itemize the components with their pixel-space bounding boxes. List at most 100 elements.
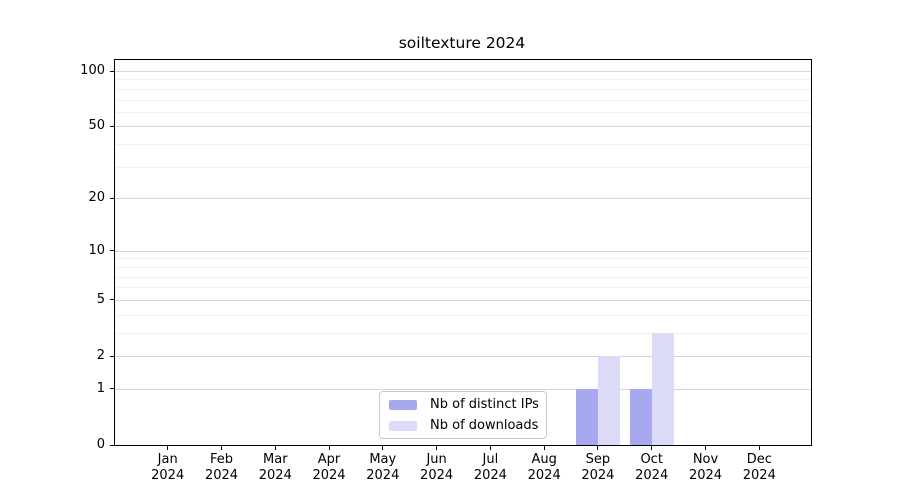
minor-gridline bbox=[115, 276, 811, 278]
y-axis-tick bbox=[110, 250, 115, 252]
y-tick-label: 5 bbox=[96, 291, 105, 307]
y-tick-label: 1 bbox=[96, 380, 105, 396]
minor-gridline bbox=[115, 332, 811, 334]
major-gridline bbox=[115, 71, 811, 72]
x-tick-label-line: 2024 bbox=[204, 467, 239, 483]
x-tick-label: Dec 2024 bbox=[727, 452, 791, 483]
x-tick-label: Apr 2024 bbox=[297, 452, 361, 483]
bar-layer bbox=[115, 60, 811, 445]
x-tick-label-line: Dec bbox=[746, 452, 772, 467]
x-tick-label-line: 2024 bbox=[312, 467, 346, 483]
y-tick-label: 10 bbox=[88, 242, 105, 258]
x-axis-tick bbox=[274, 445, 276, 450]
x-tick-label-line: Feb bbox=[209, 452, 234, 467]
y-axis-tick bbox=[110, 299, 115, 301]
x-tick-label: Oct 2024 bbox=[620, 452, 684, 483]
legend-label-downloads: Nb of downloads bbox=[430, 417, 539, 433]
minor-gridline bbox=[115, 99, 811, 101]
x-axis-tick bbox=[489, 445, 491, 450]
x-tick-label-line: 2024 bbox=[527, 467, 561, 483]
bar-nb-of-distinct-ips-sep-2024 bbox=[575, 388, 598, 445]
major-gridline bbox=[115, 299, 811, 301]
y-tick-label: 20 bbox=[88, 190, 105, 206]
x-axis-tick bbox=[382, 445, 384, 450]
minor-gridline bbox=[115, 314, 811, 316]
x-tick-label: Feb 2024 bbox=[190, 452, 254, 483]
major-gridline bbox=[115, 126, 811, 128]
y-axis-tick bbox=[110, 70, 115, 72]
x-tick-label: Jan 2024 bbox=[136, 452, 200, 483]
major-gridline bbox=[115, 250, 811, 252]
minor-gridline bbox=[115, 258, 811, 260]
grid-layer bbox=[115, 60, 811, 445]
legend-item-distinct-ips: Nb of distinct IPs bbox=[380, 396, 546, 413]
x-tick-label: Mar 2024 bbox=[243, 452, 307, 483]
x-tick-label-line: Aug bbox=[531, 452, 557, 467]
x-tick-label-line: 2024 bbox=[258, 467, 292, 483]
legend-swatch-distinct-ips bbox=[389, 399, 417, 410]
x-tick-label-line: 2024 bbox=[366, 467, 400, 483]
x-tick-label: Jul 2024 bbox=[458, 452, 522, 483]
y-tick-label: 2 bbox=[96, 348, 105, 363]
major-gridline bbox=[115, 356, 811, 357]
x-axis-tick bbox=[597, 445, 599, 450]
y-tick-label: 0 bbox=[96, 437, 105, 452]
x-tick-label: Nov 2024 bbox=[674, 452, 738, 483]
x-axis-tick bbox=[328, 445, 330, 450]
y-tick-label: 50 bbox=[88, 118, 105, 134]
major-gridline bbox=[115, 388, 811, 390]
x-axis-tick bbox=[221, 445, 222, 450]
x-tick-label: May 2024 bbox=[351, 452, 415, 483]
legend-label-distinct-ips: Nb of distinct IPs bbox=[430, 396, 539, 412]
y-axis-tick bbox=[110, 125, 115, 127]
x-tick-label-line: 2024 bbox=[688, 467, 723, 483]
y-tick-label: 100 bbox=[80, 63, 105, 78]
major-gridline bbox=[115, 198, 811, 200]
y-axis-tick bbox=[110, 444, 115, 446]
plot-area: 0 1 2 5 10 20 50 100 Jan 2024 Feb 2024 Mar 2024 Apr 202… bbox=[80, 59, 812, 483]
x-tick-label-line: 2024 bbox=[473, 467, 507, 483]
x-tick-label-line: 2024 bbox=[635, 467, 669, 483]
x-tick-label-line: 2024 bbox=[151, 467, 185, 483]
x-axis-tick bbox=[167, 445, 169, 450]
x-tick-label-line: 2024 bbox=[581, 467, 615, 483]
minor-gridline bbox=[115, 111, 811, 113]
x-tick-label: Jun 2024 bbox=[405, 452, 469, 483]
y-axis-tick bbox=[110, 197, 115, 199]
minor-gridline bbox=[115, 79, 811, 81]
legend-item-downloads: Nb of downloads bbox=[380, 417, 546, 434]
x-tick-label: Aug 2024 bbox=[512, 452, 576, 483]
minor-gridline bbox=[115, 287, 811, 289]
x-tick-label-line: Oct bbox=[640, 452, 663, 467]
axis-layer: 0 1 2 5 10 20 50 100 Jan 2024 Feb 2024 Mar 2024 Apr 202… bbox=[80, 60, 811, 483]
y-axis-tick bbox=[110, 355, 115, 357]
minor-gridline bbox=[115, 266, 811, 268]
x-tick-label-line: Jul bbox=[482, 452, 499, 467]
x-axis-tick bbox=[436, 445, 438, 450]
minor-gridline bbox=[115, 166, 811, 168]
x-tick-label-line: Nov bbox=[692, 452, 719, 467]
legend-swatch-downloads bbox=[389, 420, 417, 431]
x-tick-label-line: 2024 bbox=[742, 467, 776, 483]
x-tick-label-line: Apr bbox=[317, 452, 341, 467]
x-tick-label-line: Jun bbox=[426, 452, 447, 467]
minor-gridline bbox=[115, 144, 811, 146]
x-axis-tick bbox=[758, 445, 760, 450]
x-tick-label-line: May bbox=[369, 452, 397, 467]
x-tick-label-line: Mar bbox=[263, 452, 288, 467]
chart-title: soiltexture 2024 bbox=[398, 34, 526, 52]
bar-nb-of-downloads-sep-2024 bbox=[597, 356, 620, 445]
bar-nb-of-distinct-ips-oct-2024 bbox=[629, 388, 652, 445]
bar-nb-of-downloads-oct-2024 bbox=[651, 332, 674, 445]
minor-gridline bbox=[115, 88, 811, 90]
x-tick-label-line: Jan bbox=[157, 452, 178, 467]
x-axis-tick bbox=[543, 445, 545, 450]
x-tick-label-line: Sep bbox=[585, 452, 611, 467]
y-axis-tick bbox=[110, 388, 115, 390]
x-axis-tick bbox=[651, 445, 653, 450]
x-tick-label: Sep 2024 bbox=[566, 452, 630, 483]
x-tick-label-line: 2024 bbox=[420, 467, 454, 483]
legend: Nb of distinct IPs Nb of downloads bbox=[379, 391, 547, 439]
x-axis-tick bbox=[705, 445, 706, 450]
